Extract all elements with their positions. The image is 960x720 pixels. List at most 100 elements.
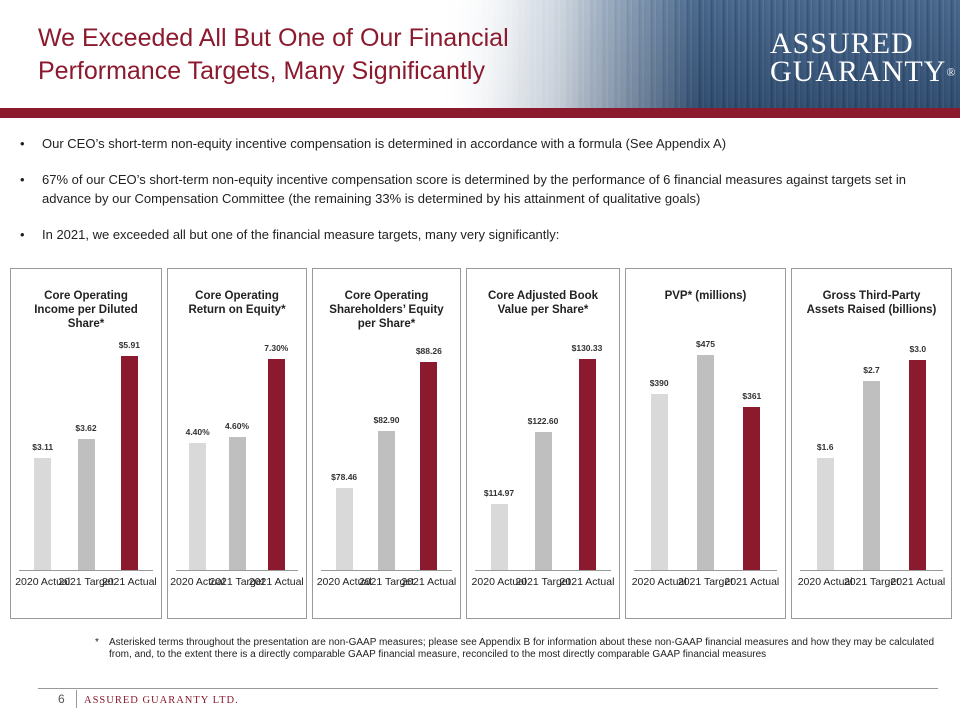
chart-category-label: 2021 Target — [515, 576, 571, 588]
chart-bar — [378, 430, 395, 570]
chart-data-label: $82.90 — [373, 414, 400, 425]
chart-title: Core Operating Return on Equity* — [188, 290, 286, 316]
chart-bar — [77, 439, 95, 570]
bullet-text: Our CEO’s short-term non-equity incentiv… — [42, 136, 727, 151]
chart-bar — [267, 358, 285, 570]
chart-x-axis — [321, 570, 452, 571]
chart-data-label: $88.26 — [415, 346, 442, 357]
chart-category-label: 2020 Actual — [471, 576, 527, 588]
chart-x-axis — [634, 570, 777, 571]
bullet-item: • In 2021, we exceeded all but one of the… — [20, 225, 940, 244]
chart-category-label: 2021 Actual — [101, 576, 157, 588]
chart-category-label: 2021 Target — [209, 576, 265, 588]
chart-bar — [228, 436, 246, 570]
chart-data-label: $3.62 — [75, 423, 97, 434]
chart-data-label: $122.60 — [527, 416, 559, 427]
logo-line2-wrap: GUARANTY® — [770, 55, 955, 88]
chart-bar — [34, 457, 52, 570]
chart-data-label: $114.97 — [483, 488, 515, 499]
chart-data-label: $130.33 — [571, 343, 603, 354]
chart-bar — [578, 359, 596, 570]
chart-title: Core Adjusted Book Value per Share* — [487, 290, 599, 316]
chart-data-label: 7.30% — [264, 342, 289, 353]
bullet-item: • 67% of our CEO’s short-term non-equity … — [20, 170, 940, 208]
chart-bar — [534, 432, 552, 570]
chart-x-axis — [800, 570, 943, 571]
chart-bar — [650, 393, 668, 570]
logo-registered-mark: ® — [946, 65, 957, 79]
bullet-marker: • — [20, 227, 25, 242]
bullet-item: • Our CEO’s short-term non-equity incenti… — [20, 134, 940, 153]
chart-category-label: 2021 Target — [58, 576, 114, 588]
chart-category-label: 2021 Actual — [890, 576, 946, 588]
chart-bar — [816, 458, 834, 570]
chart-data-label: $78.46 — [331, 471, 358, 482]
header-divider-bar — [0, 108, 960, 118]
chart-category-label: 2021 Target — [358, 576, 415, 588]
page-number-divider — [76, 690, 77, 708]
chart-panel: Core Operating Shareholders’ Equity per … — [312, 268, 461, 619]
company-logo: ASSURED GUARANTY® — [770, 27, 955, 88]
header-banner: We Exceeded All But One of Our Financial… — [0, 0, 960, 108]
chart-panel: Core Operating Return on Equity* 4.40% 202… — [167, 268, 307, 619]
chart-bar — [189, 442, 207, 570]
page-title: We Exceeded All But One of Our Financial… — [38, 22, 638, 88]
chart-category-label: 2020 Actual — [15, 576, 71, 588]
page-title-line1: We Exceeded All But One of Our Financial — [38, 24, 509, 52]
chart-title: Gross Third-Party Assets Raised (billion… — [806, 290, 937, 316]
chart-panel: Core Operating Income per Diluted Share*… — [10, 268, 162, 619]
chart-bar — [863, 381, 880, 570]
chart-data-label: $3.11 — [32, 441, 54, 452]
bullet-marker: • — [20, 172, 25, 187]
chart-category-label: 2021 Actual — [401, 576, 457, 588]
chart-panel: Core Adjusted Book Value per Share* $114.… — [466, 268, 620, 619]
chart-bar — [120, 356, 138, 570]
chart-bar — [743, 406, 761, 570]
bullet-text: 67% of our CEO’s short-term non-equity i… — [42, 172, 906, 206]
logo-line1: ASSURED — [770, 27, 914, 60]
chart-data-label: 4.60% — [224, 420, 250, 431]
chart-category-label: 2021 Target — [843, 576, 900, 588]
chart-data-label: $390 — [649, 377, 669, 388]
chart-data-label: $361 — [742, 390, 762, 401]
chart-x-axis — [19, 570, 153, 571]
bullet-marker: • — [20, 136, 25, 151]
chart-bar — [420, 362, 438, 570]
chart-category-label: 2021 Actual — [559, 576, 615, 588]
building-photo-fade — [440, 0, 700, 108]
chart-category-label: 2020 Actual — [170, 576, 226, 588]
chart-data-label: $2.7 — [863, 365, 880, 375]
bullet-text: In 2021, we exceeded all but one of the … — [42, 227, 560, 242]
chart-title: Core Operating Shareholders’ Equity per … — [329, 290, 444, 330]
chart-x-axis — [176, 570, 298, 571]
chart-category-label: 2020 Actual — [797, 576, 853, 588]
chart-x-axis — [475, 570, 611, 571]
footer-brand: ASSURED GUARANTY LTD. — [84, 695, 239, 706]
chart-bar — [697, 355, 714, 570]
chart-title: Core Operating Income per Diluted Share* — [34, 290, 138, 330]
page-title-line2: Performance Targets, Many Significantly — [38, 57, 485, 85]
chart-data-label: 4.40% — [185, 426, 210, 437]
logo-line2: GUARANTY — [770, 55, 947, 88]
chart-panel: PVP* (millions) $390 2020 Actual $475 2021 T… — [625, 268, 786, 619]
chart-data-label: $1.6 — [816, 442, 834, 452]
page-number: 6 — [58, 692, 65, 706]
chart-title: PVP* (millions) — [664, 290, 747, 302]
chart-category-label: 2021 Actual — [248, 576, 304, 588]
chart-panel: Gross Third-Party Assets Raised (billion… — [791, 268, 952, 619]
footnote: * Asterisked terms throughout the presen… — [95, 637, 935, 661]
chart-category-label: 2020 Actual — [631, 576, 687, 588]
chart-data-label: $3.0 — [909, 344, 927, 354]
bullet-list: • Our CEO’s short-term non-equity incenti… — [20, 134, 940, 261]
chart-category-label: 2020 Actual — [316, 576, 372, 588]
chart-category-label: 2021 Actual — [724, 576, 780, 588]
footer-divider — [38, 688, 938, 689]
footnote-text: Asterisked terms throughout the presenta… — [109, 637, 935, 660]
footnote-marker: * — [95, 637, 99, 648]
chart-panels: Core Operating Income per Diluted Share*… — [10, 268, 952, 619]
chart-data-label: $475 — [696, 339, 715, 350]
chart-bar — [490, 504, 508, 570]
chart-bar — [335, 487, 353, 570]
chart-bar — [909, 360, 927, 570]
chart-data-label: $5.91 — [118, 340, 140, 351]
